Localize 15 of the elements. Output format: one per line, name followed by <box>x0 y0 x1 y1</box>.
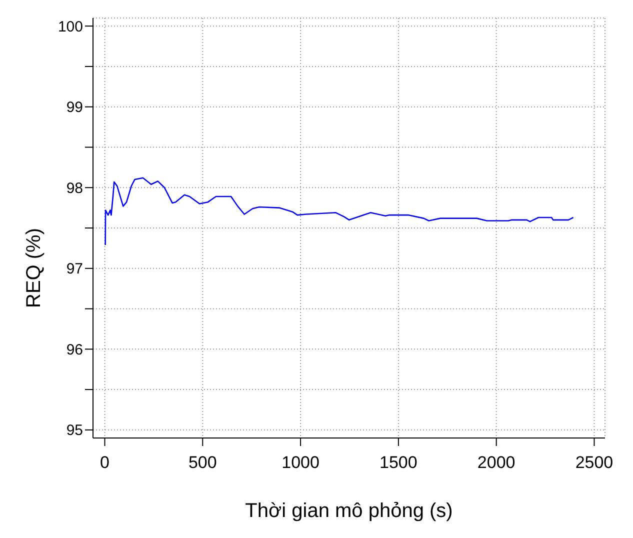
x-tick-label: 0 <box>100 453 110 472</box>
y-tick-label: 95 <box>66 422 83 440</box>
y-tick-label: 99 <box>66 99 83 116</box>
x-axis-title: Thời gian mô phỏng (s) <box>245 500 453 522</box>
x-tick-label: 1000 <box>282 453 320 472</box>
y-tick-label: 96 <box>66 341 83 358</box>
line-series <box>104 177 574 246</box>
y-tick-label: 97 <box>66 260 83 278</box>
y-tick-label: 100 <box>58 18 83 36</box>
y-axis-title: REQ (%) <box>23 228 46 308</box>
x-tick-label: 2500 <box>575 453 614 472</box>
x-tick-label: 500 <box>188 453 217 472</box>
y-tick-label: 98 <box>66 180 83 197</box>
x-tick-label: 2000 <box>477 453 516 472</box>
x-tick-label: 1500 <box>380 453 418 472</box>
